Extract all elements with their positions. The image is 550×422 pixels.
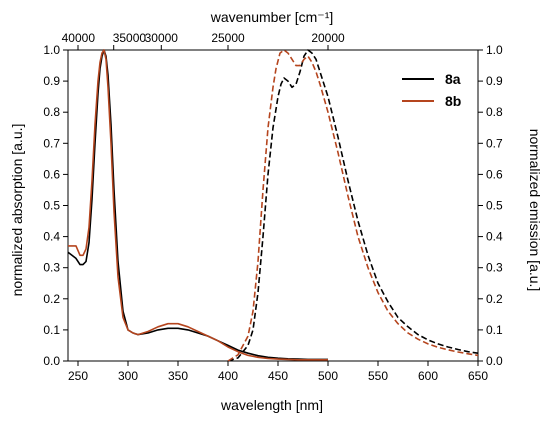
y-right-axis-title: normalized emission [a.u.] <box>527 129 543 292</box>
y-right-tick-label: 0.5 <box>486 199 503 213</box>
x2-axis-title: wavenumber [cm⁻¹] <box>210 9 334 25</box>
y-left-tick-label: 0.3 <box>43 261 60 275</box>
x2-tick-label: 40000 <box>62 31 96 45</box>
y-right-tick-label: 0.7 <box>486 136 503 150</box>
y-right-tick-label: 0.4 <box>486 230 503 244</box>
x-tick-label: 650 <box>468 369 488 383</box>
x-tick-label: 600 <box>418 369 438 383</box>
y-right-tick-label: 1.0 <box>486 43 503 57</box>
x2-tick-label: 30000 <box>145 31 179 45</box>
x-tick-label: 450 <box>268 369 288 383</box>
x-axis-title: wavelength [nm] <box>220 397 323 413</box>
x-tick-label: 350 <box>168 369 188 383</box>
y-left-tick-label: 0.4 <box>43 230 60 244</box>
x-tick-label: 550 <box>368 369 388 383</box>
x2-tick-label: 25000 <box>211 31 245 45</box>
y-left-tick-label: 0.2 <box>43 292 60 306</box>
y-left-tick-label: 0.1 <box>43 323 60 337</box>
y-right-tick-label: 0.0 <box>486 354 503 368</box>
y-left-tick-label: 0.7 <box>43 136 60 150</box>
x-tick-label: 500 <box>318 369 338 383</box>
x-tick-label: 300 <box>118 369 138 383</box>
y-right-tick-label: 0.9 <box>486 74 503 88</box>
legend-label-8a: 8a <box>445 71 461 87</box>
x2-tick-label: 20000 <box>311 31 345 45</box>
y-left-tick-label: 0.0 <box>43 354 60 368</box>
y-right-tick-label: 0.1 <box>486 323 503 337</box>
series-line-8b-absorption <box>68 49 328 361</box>
x2-tick-label: 35000 <box>113 31 147 45</box>
series-line-8b-emission <box>227 49 479 362</box>
legend-label-8b: 8b <box>445 93 461 109</box>
y-left-tick-label: 0.8 <box>43 105 60 119</box>
series-line-8a-emission <box>227 49 479 362</box>
y-left-axis-title: normalized absorption [a.u.] <box>9 124 25 297</box>
plot-frame <box>67 49 479 362</box>
y-right-tick-label: 0.6 <box>486 167 503 181</box>
legend: 8a 8b <box>402 71 461 109</box>
y-left-tick-label: 0.6 <box>43 167 60 181</box>
y-left-tick-label: 0.9 <box>43 74 60 88</box>
y-right-tick-label: 0.8 <box>486 105 503 119</box>
y-right-tick-label: 0.2 <box>486 292 503 306</box>
plot-grid-layer <box>67 49 479 362</box>
x-tick-label: 250 <box>68 369 88 383</box>
y-left-tick-label: 1.0 <box>43 43 60 57</box>
series-line-8a-absorption <box>67 49 328 361</box>
y-left-tick-label: 0.5 <box>43 199 60 213</box>
series-layer <box>67 49 479 362</box>
y-right-tick-label: 0.3 <box>486 261 503 275</box>
x-tick-label: 400 <box>218 369 238 383</box>
